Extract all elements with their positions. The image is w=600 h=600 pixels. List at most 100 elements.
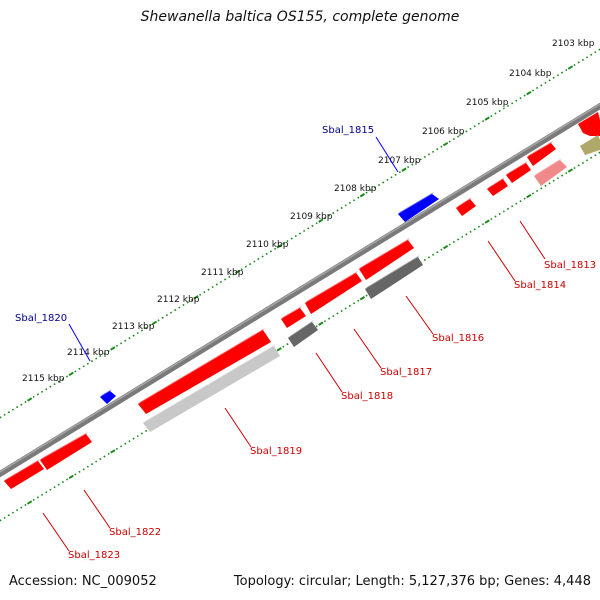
inner-track-minor-tick: [61, 480, 65, 484]
outer-track-major-tick: [68, 371, 74, 377]
gene-sbal-1815-feature[interactable]: [398, 192, 439, 222]
outer-track-minor-tick: [423, 155, 426, 158]
sbal-1817-leader: [353, 328, 382, 369]
inner-track-minor-tick: [523, 197, 526, 200]
genome-backbone: [0, 102, 600, 478]
outer-track-minor-tick: [178, 306, 181, 309]
outer-track-minor-tick: [57, 380, 60, 383]
inner-track-minor-tick: [540, 187, 543, 190]
inner-track-minor-tick: [145, 429, 148, 433]
gene-label-sbal-1814[interactable]: Sbal_1814: [514, 280, 566, 291]
sbal-1816-leader: [405, 295, 434, 335]
outer-track-minor-tick: [253, 260, 256, 263]
gene-label-sbal-1820[interactable]: Sbal_1820: [15, 313, 67, 324]
outer-track-minor-tick: [61, 377, 65, 381]
gene-sbal-1815b-feature[interactable]: [456, 197, 476, 216]
inner-track-minor-tick: [344, 307, 347, 310]
outer-track-minor-tick: [535, 86, 539, 90]
gene-label-sbal-1823[interactable]: Sbal_1823: [68, 550, 120, 561]
gene-label-sbal-1816[interactable]: Sbal_1816: [432, 333, 484, 344]
gene-sbal-1818-gray-feature[interactable]: [288, 320, 318, 347]
outer-track-minor-tick: [290, 237, 293, 240]
outer-track-minor-tick: [544, 81, 547, 84]
outer-track-minor-tick: [357, 196, 360, 199]
gene-label-sbal-1819[interactable]: Sbal_1819: [250, 446, 302, 457]
gene-sbal-1814b-feature[interactable]: [487, 177, 508, 196]
inner-track-minor-tick: [286, 343, 289, 346]
inner-track-minor-tick: [74, 473, 77, 476]
outer-track-minor-tick: [436, 148, 439, 151]
gene-label-sbal-1822[interactable]: Sbal_1822: [109, 527, 161, 538]
gene-sbal-1819-feature[interactable]: [138, 328, 271, 414]
inner-track-minor-tick: [556, 177, 559, 180]
outer-track-minor-tick: [377, 183, 381, 187]
outer-track-minor-tick: [531, 89, 535, 92]
outer-track-minor-tick: [0, 416, 2, 419]
outer-track-minor-tick: [461, 132, 464, 135]
outer-track-minor-tick: [16, 406, 19, 409]
kbp-label-2103: 2103 kbp: [552, 39, 595, 49]
gene-sbal-1813-feature[interactable]: [527, 141, 556, 166]
outer-track-minor-tick: [573, 63, 576, 67]
inner-track-minor-tick: [132, 437, 135, 440]
gene-sbal-1814-feature[interactable]: [506, 161, 531, 183]
outer-track-minor-tick: [11, 408, 15, 411]
outer-track-minor-tick: [128, 337, 131, 340]
inner-track-minor-tick: [115, 447, 119, 450]
outer-track-minor-tick: [386, 178, 389, 181]
gene-label-sbal-1818[interactable]: Sbal_1818: [341, 391, 393, 402]
gene-sbal-1818-a-feature[interactable]: [281, 306, 306, 328]
outer-track-minor-tick: [577, 61, 580, 64]
inner-track-major-tick: [442, 244, 449, 250]
kbp-label-2112: 2112 kbp: [157, 295, 200, 305]
gene-sbal-1816-gray-feature[interactable]: [365, 255, 423, 299]
inner-track-minor-tick: [86, 465, 89, 468]
gene-label-sbal-1817[interactable]: Sbal_1817: [380, 367, 432, 378]
outer-track-minor-tick: [95, 357, 98, 360]
outer-track-minor-tick: [519, 97, 522, 100]
inner-track-major-tick: [110, 449, 116, 454]
inner-track-minor-tick: [490, 217, 493, 221]
gene-label-sbal-1815[interactable]: Sbal_1815: [322, 125, 374, 136]
gene-sbal-1823-feature[interactable]: [4, 459, 44, 489]
inner-track-minor-tick: [120, 445, 123, 448]
inner-track-minor-tick: [99, 457, 102, 461]
outer-track-major-tick: [567, 65, 574, 70]
outer-track-minor-tick: [49, 385, 52, 388]
outer-track-minor-tick: [502, 107, 505, 110]
outer-track-minor-tick: [186, 301, 189, 304]
inner-track-minor-tick: [469, 230, 472, 233]
inner-track-minor-tick: [65, 478, 69, 481]
inner-track-minor-tick: [32, 498, 35, 501]
outer-track-minor-tick: [523, 94, 526, 97]
inner-track-minor-tick: [552, 179, 555, 182]
gene-sbal-1817-feature[interactable]: [305, 271, 362, 314]
inner-track-minor-tick: [53, 486, 56, 489]
outer-track-major-tick: [484, 116, 490, 121]
gene-sbal-1813-alt-feature[interactable]: [534, 158, 567, 186]
olive-feature[interactable]: [580, 135, 600, 155]
gene-sbal-1819-gray-feature[interactable]: [143, 344, 280, 432]
outer-track-minor-tick: [419, 158, 422, 161]
forward-feature-edge[interactable]: [578, 112, 600, 136]
gene-label-sbal-1813[interactable]: Sbal_1813: [544, 260, 596, 271]
outer-track-minor-tick: [211, 286, 214, 289]
gene-sbal-1822-feature[interactable]: [40, 432, 92, 470]
outer-track-minor-tick: [265, 252, 268, 255]
outer-track-minor-tick: [548, 79, 551, 82]
inner-track-minor-tick: [124, 442, 127, 445]
outer-track-minor-tick: [315, 222, 318, 225]
inner-track-minor-tick: [7, 514, 10, 517]
kbp-label-2105: 2105 kbp: [466, 98, 509, 108]
outer-track-minor-tick: [427, 153, 431, 156]
inner-track-major-tick: [318, 321, 324, 326]
gene-sbal-1816-feature[interactable]: [359, 238, 414, 280]
outer-tick-track: [0, 48, 600, 419]
inner-track-minor-tick: [36, 496, 40, 499]
gene-sbal-1820-feature[interactable]: [100, 389, 116, 404]
inner-track-minor-tick: [11, 511, 15, 514]
inner-track-minor-tick: [473, 228, 476, 231]
outer-track-minor-tick: [332, 212, 335, 215]
outer-track-minor-tick: [457, 135, 460, 138]
